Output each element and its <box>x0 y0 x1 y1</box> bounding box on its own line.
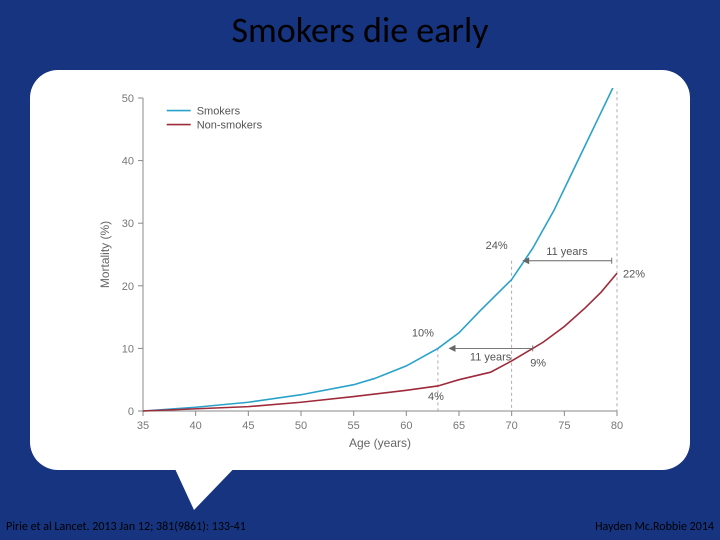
svg-text:24%: 24% <box>486 240 508 252</box>
svg-text:35: 35 <box>137 420 149 432</box>
svg-text:40: 40 <box>122 156 134 168</box>
mortality-chart: 0 10 20 30 40 50 35 40 45 50 55 60 65 70 75 80 Age (year… <box>95 88 655 453</box>
svg-text:10%: 10% <box>412 327 434 339</box>
bubble-tail <box>170 458 244 510</box>
svg-text:40: 40 <box>190 420 202 432</box>
svg-text:10: 10 <box>122 343 134 355</box>
svg-text:55: 55 <box>348 420 360 432</box>
svg-text:Non-smokers: Non-smokers <box>197 120 263 132</box>
svg-text:Mortality (%): Mortality (%) <box>98 221 112 288</box>
svg-text:11 years: 11 years <box>470 351 512 363</box>
svg-text:75: 75 <box>558 420 570 432</box>
svg-text:0: 0 <box>128 406 134 418</box>
svg-text:4%: 4% <box>428 391 444 403</box>
citation-source: Pirie et al Lancet. 2013 Jan 12; 381(986… <box>6 520 246 534</box>
svg-text:30: 30 <box>122 218 134 230</box>
speech-bubble: 0 10 20 30 40 50 35 40 45 50 55 60 65 70 75 80 Age (year… <box>30 70 690 470</box>
svg-text:45: 45 <box>242 420 254 432</box>
slide: Smokers die early 0 10 20 30 40 50 35 40 45 50 55 6… <box>0 0 720 540</box>
svg-text:20: 20 <box>122 281 134 293</box>
svg-text:80: 80 <box>611 420 623 432</box>
svg-text:70: 70 <box>506 420 518 432</box>
svg-text:Smokers: Smokers <box>197 106 241 118</box>
svg-text:9%: 9% <box>530 358 546 370</box>
citation-author: Hayden Mc.Robbie 2014 <box>595 520 714 534</box>
svg-text:Age (years): Age (years) <box>349 436 411 450</box>
svg-text:22%: 22% <box>623 268 645 280</box>
svg-text:60: 60 <box>400 420 412 432</box>
svg-text:11 years: 11 years <box>546 246 588 258</box>
chart-container: 0 10 20 30 40 50 35 40 45 50 55 60 65 70 75 80 Age (year… <box>95 88 655 453</box>
svg-text:50: 50 <box>122 93 134 105</box>
slide-title: Smokers die early <box>0 8 720 52</box>
svg-text:50: 50 <box>295 420 307 432</box>
svg-text:65: 65 <box>453 420 465 432</box>
